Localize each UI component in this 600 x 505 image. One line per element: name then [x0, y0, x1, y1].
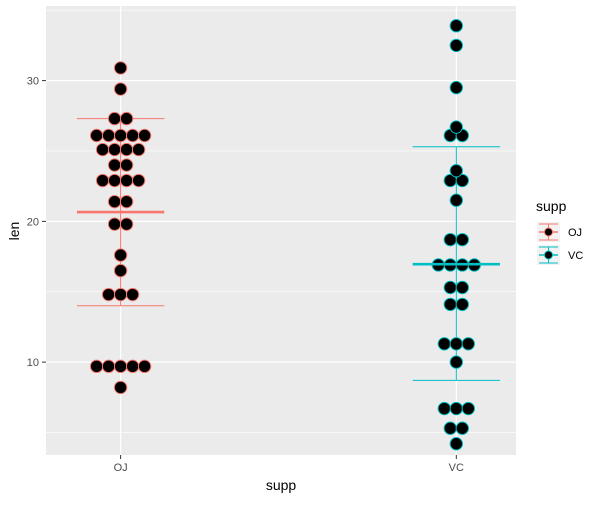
data-point-vc: [449, 193, 464, 207]
legend-key-dot: [544, 227, 553, 237]
data-point-oj: [95, 173, 110, 188]
data-point-oj: [131, 173, 146, 188]
data-point-oj: [101, 128, 116, 143]
data-point-vc: [461, 401, 476, 416]
data-point-oj: [113, 359, 128, 374]
data-point-oj: [89, 128, 104, 143]
data-point-oj: [131, 142, 146, 157]
data-point-vc: [449, 337, 464, 351]
legend-keys: OJ VC: [537, 222, 583, 265]
data-point-vc: [437, 337, 452, 351]
data-point-oj: [107, 194, 122, 209]
data-point-vc: [449, 437, 464, 451]
data-point-oj: [119, 142, 134, 157]
y-axis-title: len: [6, 222, 22, 241]
data-point-vc: [449, 38, 464, 53]
x-tick-label: VC: [449, 462, 464, 474]
data-point-oj: [125, 287, 140, 302]
data-point-oj: [107, 173, 122, 188]
legend: supp OJ VC: [536, 198, 583, 265]
data-point-oj: [113, 82, 128, 96]
data-point-oj: [119, 217, 134, 231]
data-point-oj: [113, 263, 128, 278]
y-tick-label: 10: [27, 357, 39, 369]
data-point-vc: [455, 297, 470, 312]
data-point-vc: [443, 297, 458, 312]
data-point-oj: [113, 61, 128, 75]
data-point-vc: [443, 421, 458, 435]
data-point-vc: [461, 337, 476, 351]
data-point-oj: [119, 111, 134, 126]
data-point-oj: [113, 287, 128, 302]
data-point-vc: [455, 173, 470, 188]
data-point-oj: [119, 173, 134, 188]
data-point-vc: [455, 232, 470, 247]
data-point-vc: [443, 280, 458, 295]
data-point-vc: [449, 80, 464, 95]
legend-label-oj: OJ: [568, 227, 582, 239]
legend-title: supp: [536, 198, 567, 214]
data-point-vc: [449, 401, 464, 416]
mean-lines: [76, 210, 500, 266]
data-point-oj: [113, 380, 128, 395]
data-point-vc: [437, 401, 452, 416]
data-point-oj: [107, 217, 122, 231]
x-tick-label: OJ: [114, 462, 128, 474]
legend-label-vc: VC: [568, 250, 583, 262]
data-point-oj: [137, 128, 152, 143]
legend-key-dot: [544, 250, 553, 260]
data-point-oj: [107, 142, 122, 157]
data-point-oj: [107, 158, 122, 172]
data-point-oj: [95, 142, 110, 157]
x-axis-title: supp: [266, 477, 297, 493]
y-tick-label: 30: [27, 76, 39, 88]
y-tick-label: 20: [27, 216, 39, 228]
data-point-oj: [107, 111, 122, 126]
data-point-oj: [113, 248, 128, 262]
x-axis: OJ VC: [114, 455, 464, 474]
data-point-oj: [125, 128, 140, 143]
data-point-oj: [113, 128, 128, 143]
data-point-oj: [101, 287, 116, 302]
data-point-oj: [125, 359, 140, 374]
data-point-vc: [455, 421, 470, 435]
data-point-oj: [137, 359, 152, 374]
data-point-vc: [449, 163, 464, 178]
data-point-vc: [443, 232, 458, 247]
data-point-oj: [101, 359, 116, 374]
data-point-oj: [119, 194, 134, 209]
data-point-vc: [449, 120, 464, 134]
data-point-oj: [89, 359, 104, 374]
data-point-vc: [455, 280, 470, 295]
data-point-vc: [449, 355, 464, 369]
data-point-vc: [449, 19, 464, 33]
y-axis: 10 20 30: [27, 76, 46, 369]
data-point-oj: [119, 158, 134, 172]
